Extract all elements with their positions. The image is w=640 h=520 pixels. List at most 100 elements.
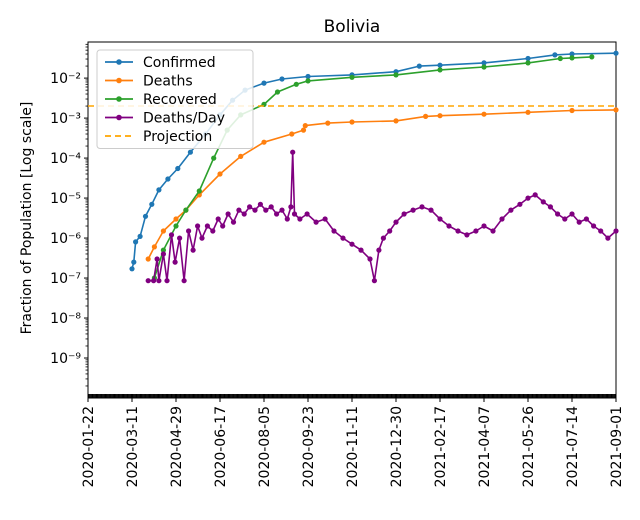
data-point — [181, 278, 187, 284]
data-point — [252, 207, 258, 213]
data-point — [613, 50, 619, 56]
data-point — [289, 131, 295, 137]
y-tick-label: 10⁻⁶ — [50, 231, 81, 247]
data-point — [455, 228, 461, 234]
x-tick-label: 2020-03-11 — [125, 406, 141, 487]
data-point — [525, 109, 531, 115]
data-point — [263, 207, 269, 213]
data-point — [156, 187, 162, 193]
data-point — [437, 67, 443, 73]
data-point — [199, 235, 205, 241]
data-point — [274, 211, 280, 217]
data-point — [349, 119, 355, 125]
data-point — [393, 219, 399, 225]
legend-box — [96, 49, 254, 149]
data-point — [210, 228, 216, 234]
data-point — [168, 232, 175, 238]
data-point — [481, 111, 487, 117]
data-point — [238, 153, 244, 159]
data-point — [532, 192, 538, 198]
data-point — [291, 211, 298, 217]
data-point — [376, 247, 382, 253]
data-point — [247, 204, 253, 210]
data-point — [367, 256, 373, 262]
data-point — [525, 55, 531, 62]
data-point — [393, 118, 399, 124]
y-tick-label: 10⁻⁸ — [50, 311, 81, 327]
data-point — [598, 228, 604, 234]
data-point — [160, 251, 166, 257]
x-tick-label: 2021-02-17 — [433, 406, 449, 487]
data-point — [555, 211, 561, 217]
data-point — [175, 165, 181, 172]
data-point — [173, 223, 179, 229]
data-point — [151, 244, 157, 250]
data-point — [613, 107, 619, 113]
data-point — [261, 80, 267, 86]
legend-label-recovered: Recovered — [143, 92, 217, 108]
chart-title: Bolivia — [324, 17, 381, 37]
legend-label-deaths: Deaths — [143, 74, 193, 90]
x-tick-label: 2021-04-07 — [477, 406, 493, 487]
data-point — [428, 207, 434, 213]
data-point — [540, 199, 546, 205]
data-point — [145, 278, 151, 284]
data-point — [211, 155, 217, 161]
data-point — [401, 211, 407, 217]
data-point — [183, 207, 189, 213]
x-tick-label: 2020-12-30 — [389, 406, 405, 487]
legend-label-deaths-day: Deaths/Day — [143, 111, 225, 127]
data-point — [589, 54, 595, 60]
legend-marker-confirmed — [116, 59, 122, 65]
data-point — [195, 223, 201, 229]
data-point — [173, 216, 179, 222]
data-point — [473, 228, 479, 234]
data-point — [236, 207, 242, 213]
data-point — [349, 74, 355, 80]
x-tick-label: 2020-06-17 — [213, 406, 229, 487]
data-point — [437, 216, 443, 222]
y-tick-label: 10⁻⁵ — [50, 191, 81, 207]
data-point — [156, 278, 162, 284]
legend: Confirmed Deaths Recovered Deaths/Day Projec… — [96, 49, 254, 149]
data-point — [387, 228, 393, 234]
series-points-deaths-day — [145, 149, 619, 284]
data-point — [547, 204, 554, 210]
x-tick-label: 2020-09-23 — [301, 406, 317, 487]
x-tick-label: 2020-11-11 — [345, 406, 361, 487]
data-point — [288, 204, 294, 210]
data-point — [419, 204, 425, 210]
plot-area: 10⁻⁹ 10⁻⁸ 10⁻⁷ 10⁻⁶ 10⁻⁵ 10⁻⁴ 10⁻³ 10⁻² 2020-01-… — [50, 41, 625, 487]
data-point — [300, 127, 307, 133]
data-point — [569, 55, 575, 61]
data-point — [499, 216, 505, 222]
data-point — [437, 113, 443, 119]
data-point — [215, 216, 221, 222]
x-tick-label: 2021-05-26 — [521, 406, 537, 487]
data-point — [437, 62, 443, 68]
data-point — [268, 204, 274, 210]
data-point — [225, 211, 231, 217]
data-point — [508, 207, 514, 213]
data-point — [290, 149, 296, 155]
data-point — [165, 176, 171, 182]
data-point — [297, 216, 303, 222]
data-point — [358, 247, 364, 253]
data-point — [160, 247, 166, 253]
data-point — [410, 207, 416, 213]
y-tick-label: 10⁻² — [50, 71, 81, 87]
data-point — [186, 228, 192, 234]
data-point — [164, 278, 170, 284]
data-point — [217, 171, 223, 177]
data-point — [274, 89, 281, 95]
data-point — [313, 219, 319, 225]
data-point — [305, 73, 311, 80]
data-point — [569, 211, 575, 217]
data-point — [172, 259, 178, 265]
data-point — [293, 81, 299, 87]
data-point — [552, 52, 558, 58]
data-point — [257, 201, 263, 207]
data-point — [349, 241, 355, 247]
x-tick-label: 2021-09-01 — [609, 406, 625, 487]
legend-marker-recovered — [116, 96, 122, 102]
